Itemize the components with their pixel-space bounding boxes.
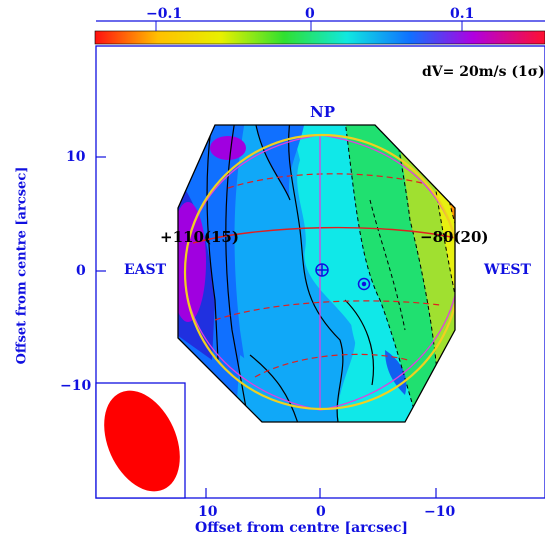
subobserver-marker [357,277,371,291]
map-boundary [177,124,456,423]
y-axis-label: Offset from centre [arcsec] [14,166,30,365]
y-tick-label: 0 [76,263,86,279]
equator-line [192,226,455,244]
colorbar-tick-label: −0.1 [146,6,183,22]
east-velocity-label: +110(15) [160,228,239,246]
west-velocity-label: −80(20) [420,228,489,246]
y-tick-label: −10 [60,378,92,394]
colorbar-tick-label: 0 [305,6,315,22]
x-tick-label: 10 [198,504,218,520]
north-pole-label: NP [310,103,335,121]
beam-ellipse [104,390,180,492]
limb-circle [183,133,455,411]
x-tick-label: −10 [424,504,456,520]
velocity-field [178,125,455,422]
colorbar-gradient [94,30,545,45]
y-tick-label: 10 [66,149,86,165]
x-tick-label: 0 [316,504,326,520]
colorbar-tick-label: 0.1 [450,6,475,22]
velocity-resolution-label: dV= 20m/s (1σ) [422,64,545,80]
west-label: WEST [484,262,531,278]
east-label: EAST [124,262,167,278]
disk-centre-marker [315,263,329,277]
colorbar [94,20,545,45]
x-axis-label: Offset from centre [arcsec] [195,520,409,536]
